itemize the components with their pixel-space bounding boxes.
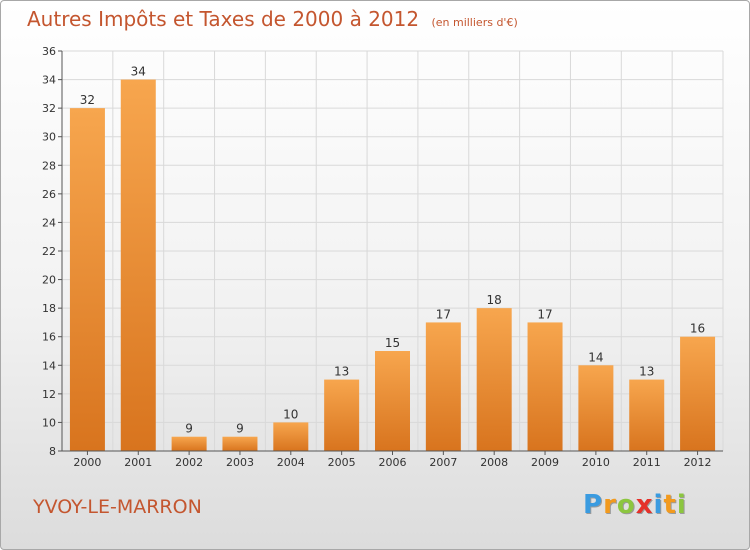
y-tick-label: 16 [42,331,56,344]
y-tick-label: 36 [42,45,56,58]
y-tick-label: 14 [42,359,56,372]
bar-value-label: 13 [334,365,349,379]
bar-value-label: 34 [131,65,146,79]
y-tick-label: 10 [42,416,56,429]
y-tick-label: 22 [42,245,56,258]
y-tick-label: 12 [42,388,56,401]
bar [375,351,410,451]
x-tick-label: 2012 [684,456,712,469]
bar-value-label: 9 [185,422,193,436]
x-tick-label: 2001 [124,456,152,469]
bar [171,436,207,451]
logo-letter: i [676,490,687,520]
bar [476,308,512,451]
axes [58,50,723,455]
bar [629,379,665,451]
bar [222,436,258,451]
y-tick-label: 32 [42,102,56,115]
x-tick-label: 2011 [633,456,661,469]
x-tick-label: 2000 [73,456,101,469]
x-tick-label: 2002 [175,456,203,469]
bar-value-label: 14 [588,350,603,364]
bar [527,322,563,451]
y-tick-label: 8 [49,445,56,458]
y-tick-label: 20 [42,274,56,287]
bar-value-label: 10 [283,407,298,421]
x-tick-label: 2003 [226,456,254,469]
bar [120,79,156,452]
bar-value-label: 32 [80,93,95,107]
chart-unit-label: (en milliers d'€) [431,16,518,29]
y-tick-label: 30 [42,131,56,144]
x-tick-label: 2005 [328,456,356,469]
x-tick-label: 2004 [277,456,305,469]
commune-name: YVOY-LE-MARRON [33,496,202,518]
x-tick-label: 2009 [531,456,559,469]
proxiti-logo: Proxiti [583,490,687,520]
y-tick-label: 18 [42,302,56,315]
bar [69,108,105,452]
labels: 8 10 12 14 16 18 20 22 24 26 28 30 32 34 36 32 2000 34 200… [42,45,712,469]
bar [324,379,360,451]
bar [273,422,309,451]
bar-value-label: 13 [639,365,654,379]
x-tick-label: 2006 [379,456,407,469]
chart-title-text: Autres Impôts et Taxes de 2000 à 2012 [27,7,420,31]
logo-letter: r [603,490,617,520]
x-tick-label: 2007 [429,456,457,469]
x-tick-label: 2008 [480,456,508,469]
bar [425,322,461,451]
logo-letter: P [583,490,604,520]
x-tick-label: 2010 [582,456,610,469]
bar-value-label: 18 [487,293,502,307]
bar-value-label: 15 [385,336,400,350]
logo-letter: x [635,490,654,520]
bar [680,336,716,451]
logo-letter: i [653,490,664,520]
bar-value-label: 17 [436,307,451,321]
y-tick-label: 28 [42,159,56,172]
y-tick-label: 34 [42,74,56,87]
y-tick-label: 26 [42,188,56,201]
logo-letter: t [663,490,677,520]
bar-value-label: 17 [537,307,552,321]
logo-letter: o [616,490,636,520]
chart-title: Autres Impôts et Taxes de 2000 à 2012 (e… [27,7,518,31]
y-tick-label: 24 [42,216,56,229]
bar-value-label: 9 [236,422,244,436]
bar [578,365,614,451]
bar-value-label: 16 [690,322,705,336]
bars [69,79,716,452]
